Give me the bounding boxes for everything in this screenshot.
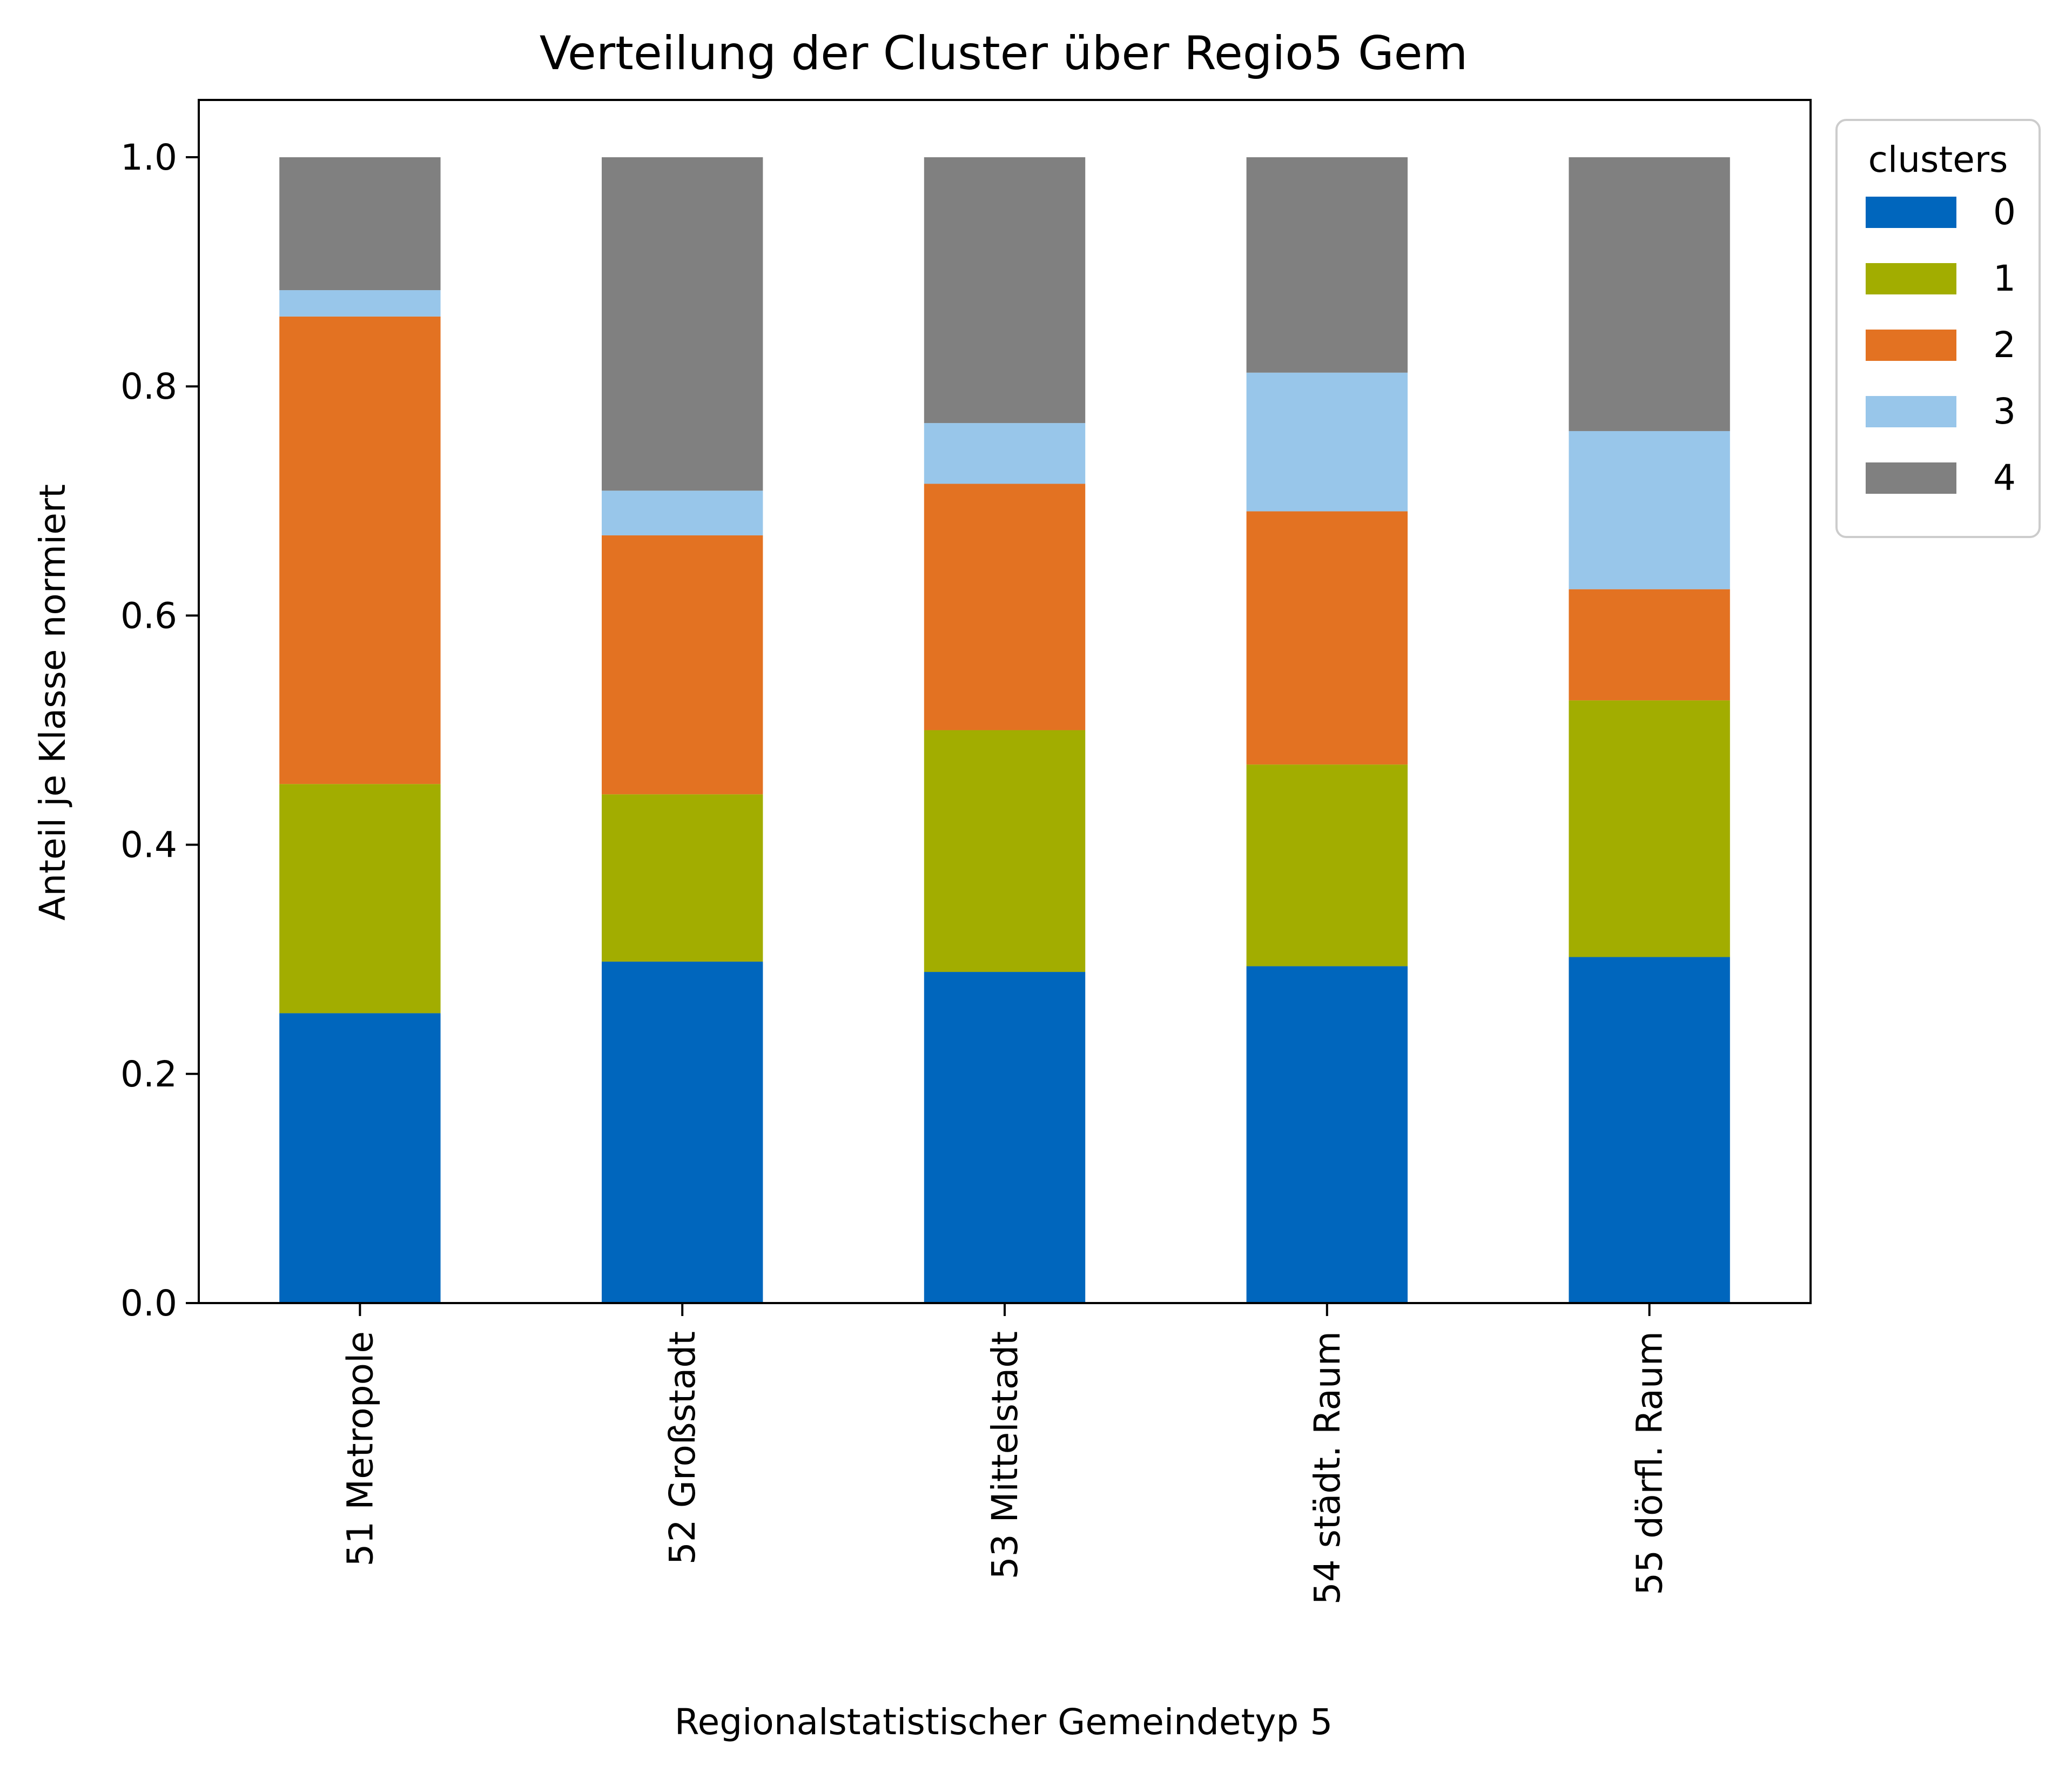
x-tick-label: 55 dörfl. Raum bbox=[1629, 1331, 1671, 1595]
y-tick-label: 1.0 bbox=[120, 137, 177, 178]
x-tick-label: 53 Mittelstadt bbox=[984, 1331, 1026, 1579]
y-tick-label: 0.2 bbox=[120, 1053, 177, 1095]
bars-layer bbox=[279, 157, 1730, 1303]
legend-title: clusters bbox=[1868, 139, 2008, 180]
bar-segment-4-cluster-4 bbox=[1246, 157, 1408, 373]
axes-layer: 0.0 0.2 0.4 0.6 0.8 1.0 51 Metropole 52 Großsta… bbox=[120, 99, 1812, 1605]
bar-segment-1-cluster-2 bbox=[279, 316, 441, 784]
bar-segment-5-cluster-4 bbox=[1569, 157, 1730, 431]
bar-segment-1-cluster-4 bbox=[279, 157, 441, 291]
bar-segment-4-cluster-2 bbox=[1246, 511, 1408, 765]
y-tick-label: 0.0 bbox=[120, 1283, 177, 1324]
x-tick-label: 51 Metropole bbox=[339, 1331, 381, 1567]
bar-segment-5-cluster-2 bbox=[1569, 589, 1730, 701]
legend-label-3: 3 bbox=[1993, 391, 2016, 432]
legend-label-4: 4 bbox=[1993, 457, 2016, 499]
legend-label-1: 1 bbox=[1993, 258, 2016, 299]
legend-swatch-0 bbox=[1866, 197, 1956, 228]
y-tick-label: 0.8 bbox=[120, 366, 177, 407]
bar-segment-2-cluster-1 bbox=[602, 794, 763, 962]
legend-swatch-4 bbox=[1866, 462, 1956, 494]
legend-swatch-2 bbox=[1866, 330, 1956, 361]
bar-segment-1-cluster-3 bbox=[279, 290, 441, 317]
legend-label-2: 2 bbox=[1993, 324, 2016, 366]
bar-segment-5-cluster-0 bbox=[1569, 957, 1730, 1303]
legend-swatch-1 bbox=[1866, 263, 1956, 294]
bar-segment-4-cluster-1 bbox=[1246, 764, 1408, 966]
bar-segment-4-cluster-0 bbox=[1246, 966, 1408, 1303]
bar-segment-2-cluster-0 bbox=[602, 961, 763, 1303]
x-tick-label: 52 Großstadt bbox=[662, 1331, 703, 1565]
bar-segment-2-cluster-3 bbox=[602, 491, 763, 535]
bar-segment-5-cluster-1 bbox=[1569, 700, 1730, 957]
x-axis-label: Regionalstatistischer Gemeindetyp 5 bbox=[675, 1701, 1333, 1743]
legend: clusters 0 1 2 3 4 bbox=[1835, 119, 2041, 538]
y-axis-label: Anteil je Klasse normiert bbox=[32, 484, 73, 921]
bar-segment-1-cluster-1 bbox=[279, 784, 441, 1013]
bar-segment-1-cluster-0 bbox=[279, 1013, 441, 1303]
y-tick-label: 0.6 bbox=[120, 595, 177, 636]
x-tick-label: 54 städt. Raum bbox=[1307, 1331, 1348, 1605]
bar-segment-3-cluster-0 bbox=[924, 972, 1086, 1303]
chart-title: Verteilung der Cluster über Regio5 Gem bbox=[540, 26, 1468, 80]
bar-segment-3-cluster-3 bbox=[924, 423, 1086, 484]
bar-segment-4-cluster-3 bbox=[1246, 372, 1408, 512]
legend-label-0: 0 bbox=[1993, 191, 2016, 233]
legend-swatch-3 bbox=[1866, 396, 1956, 427]
bar-segment-2-cluster-4 bbox=[602, 157, 763, 491]
bar-segment-3-cluster-1 bbox=[924, 730, 1086, 972]
y-tick-label: 0.4 bbox=[120, 824, 177, 866]
bar-segment-2-cluster-2 bbox=[602, 535, 763, 795]
bar-segment-3-cluster-4 bbox=[924, 157, 1086, 424]
bar-segment-5-cluster-3 bbox=[1569, 431, 1730, 589]
bar-segment-3-cluster-2 bbox=[924, 484, 1086, 730]
